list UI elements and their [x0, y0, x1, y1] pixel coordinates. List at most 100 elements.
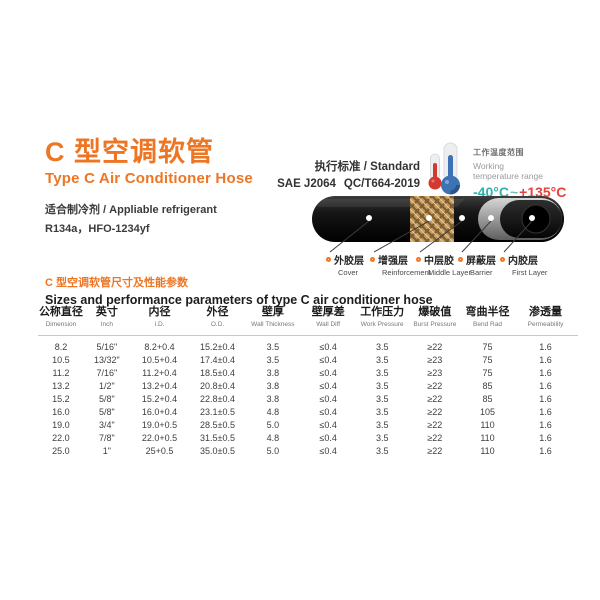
hose-layer-labels: 外胶层 Cover 增强层 Reinforcement 中层胶 Middle Layer 屏…	[312, 252, 564, 277]
table-header-row: 公称直径 Dimension 英寸 Inch 内径 I.D. 外径 O.D. 壁厚 Wall Th…	[38, 303, 578, 336]
thermometer-icon	[428, 141, 468, 197]
hose-diagram: 外胶层 Cover 增强层 Reinforcement 中层胶 Middle Layer 屏…	[312, 196, 564, 277]
table-cell: 1.6	[539, 341, 552, 352]
hose-layer-label: 内胶层 First Layer	[500, 252, 547, 277]
hose-layer-label: 中层胶 Middle Layer	[416, 252, 471, 277]
hose-cutaway-image	[312, 196, 564, 253]
section-title-cn: C 型空调软管尺寸及性能参数	[45, 277, 188, 289]
table-cell: 85	[482, 380, 493, 391]
table-cell: 17.4±0.4	[200, 354, 235, 365]
table-cell: 5/16"	[96, 341, 118, 352]
table-section-heading: C 型空调软管尺寸及性能参数 Sizes and performance par…	[45, 274, 433, 307]
temperature-block: 工作温度范围 Working temperature range -40°C~+…	[473, 147, 566, 200]
layer-bullet-icon	[416, 257, 421, 262]
standard-value-2: QC/T664-2019	[343, 178, 420, 190]
table-cell: 15.2±0.4	[200, 341, 235, 352]
table-cell: ≤0.4	[319, 393, 337, 404]
table-cell: ≤0.4	[319, 445, 337, 456]
table-row: 8.2 5/16" 8.2+0.4 15.2±0.4 3.5 ≤0.4 3.5 ≥22 75 1.…	[38, 340, 578, 353]
table-cell: 75	[482, 341, 493, 352]
table-cell: 15.2	[52, 393, 70, 404]
table-cell: 3.5	[266, 341, 280, 352]
table-cell: 3/4"	[98, 419, 115, 430]
table-cell: 3.8	[266, 380, 280, 391]
table-cell: 5.0	[266, 445, 280, 456]
table-cell: 11.2	[52, 367, 70, 378]
table-cell: 3.5	[375, 419, 389, 430]
table-cell: 85	[482, 393, 493, 404]
table-cell: 1.6	[539, 380, 552, 391]
table-cell: ≥22	[427, 406, 443, 417]
table-cell: ≤0.4	[319, 432, 337, 443]
table-header-cell: 工作压力 Work Pressure	[360, 306, 405, 328]
table-cell: 8.2+0.4	[144, 341, 175, 352]
temperature-label-cn: 工作温度范围	[473, 148, 524, 157]
table-cell: 8.2	[54, 341, 68, 352]
table-header-cell: 爆破值 Burst Pressure	[413, 306, 457, 328]
table-header-cell: 壁厚 Wall Thickness	[251, 306, 295, 328]
refrigerant-value: R134a，HFO-1234yf	[45, 222, 150, 235]
table-cell: 1.6	[539, 393, 552, 404]
table-cell: 23.1±0.5	[200, 406, 235, 417]
table-cell: 3.5	[375, 367, 389, 378]
table-row: 16.0 5/8" 16.0+0.4 23.1±0.5 4.8 ≤0.4 3.5 ≥22 105…	[38, 405, 578, 418]
temperature-label-en: Working temperature range	[473, 161, 543, 182]
table-cell: ≤0.4	[319, 367, 337, 378]
table-cell: ≥22	[427, 341, 443, 352]
page-title-cn: C 型空调软管	[45, 137, 214, 167]
table-cell: ≤0.4	[319, 341, 337, 352]
table-cell: ≥23	[427, 367, 443, 378]
spec-table: 公称直径 Dimension 英寸 Inch 内径 I.D. 外径 O.D. 壁厚 Wall Th…	[38, 303, 578, 457]
hose-layer-label: 屏蔽层 Barrier	[458, 252, 496, 277]
table-cell: 4.8	[266, 406, 280, 417]
hose-layer-label-en: Middle Layer	[428, 268, 471, 277]
table-cell: 28.5±0.5	[200, 419, 235, 430]
table-cell: 105	[479, 406, 495, 417]
hose-layer-label-en: Barrier	[470, 268, 493, 277]
table-cell: 13/32"	[93, 354, 120, 365]
standard-block: 执行标准 / Standard SAE J2064 QC/T664-2019	[269, 158, 420, 190]
layer-bullet-icon	[370, 257, 375, 262]
table-cell: 16.0	[52, 406, 70, 417]
table-row: 13.2 1/2" 13.2+0.4 20.8±0.4 3.8 ≤0.4 3.5 ≥22 85 1…	[38, 379, 578, 392]
table-row: 11.2 7/16" 11.2+0.4 18.5±0.4 3.8 ≤0.4 3.5 ≥23 75…	[38, 366, 578, 379]
table-header-cell: 弯曲半径 Bend Rad	[465, 306, 510, 328]
hose-layer-label-en: Reinforcement	[382, 268, 431, 277]
table-header-cell: 公称直径 Dimension	[38, 306, 83, 328]
layer-bullet-icon	[500, 257, 505, 262]
table-cell: ≥22	[427, 393, 443, 404]
table-cell: 5.0	[266, 419, 280, 430]
hose-layer-label-cn: 屏蔽层	[466, 256, 496, 267]
table-cell: 19.0+0.5	[141, 419, 178, 430]
hose-layer-label: 外胶层 Cover	[326, 252, 364, 277]
table-cell: 3.5	[375, 445, 389, 456]
table-header-cell: 外径 O.D.	[206, 306, 229, 328]
hose-layer-label-cn: 中层胶	[424, 256, 454, 267]
table-cell: 11.2+0.4	[142, 367, 177, 378]
table-cell: 5/8"	[98, 406, 115, 417]
table-cell: 25.0	[52, 445, 70, 456]
table-cell: 3.5	[375, 341, 389, 352]
table-cell: 22.0+0.5	[141, 432, 178, 443]
table-cell: 75	[482, 367, 493, 378]
table-cell: ≥22	[427, 445, 443, 456]
table-cell: 13.2	[52, 380, 70, 391]
table-cell: 4.8	[266, 432, 280, 443]
hose-layer-label-en: First Layer	[512, 268, 548, 277]
table-cell: 15.2+0.4	[141, 393, 178, 404]
table-cell: ≤0.4	[319, 406, 337, 417]
table-cell: 3.5	[375, 432, 389, 443]
table-cell: 110	[480, 419, 495, 430]
table-cell: 22.0	[52, 432, 70, 443]
table-cell: ≥23	[427, 354, 443, 365]
temp-tilde: ~	[509, 184, 519, 201]
table-row: 15.2 5/8" 15.2+0.4 22.8±0.4 3.8 ≤0.4 3.5 ≥22 85 1…	[38, 392, 578, 405]
table-cell: ≤0.4	[319, 354, 337, 365]
table-cell: 10.5	[52, 354, 70, 365]
table-cell: 31.5±0.5	[200, 432, 235, 443]
table-cell: 3.5	[375, 406, 389, 417]
table-cell: 110	[480, 445, 495, 456]
table-cell: 3.8	[266, 393, 280, 404]
standard-label: 执行标准 / Standard	[314, 161, 420, 173]
